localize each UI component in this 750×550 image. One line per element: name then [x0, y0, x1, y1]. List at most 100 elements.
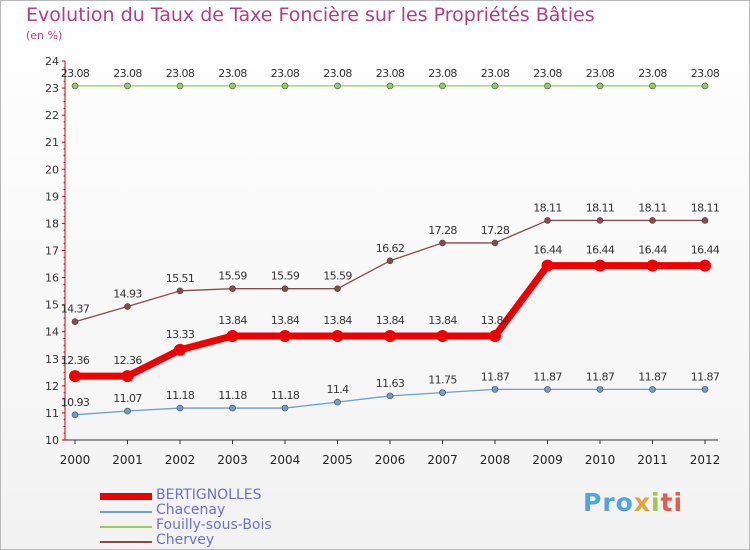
- data-point: [334, 82, 341, 90]
- data-label: 11.18: [166, 389, 195, 402]
- legend-label: Chacenay: [156, 502, 226, 518]
- data-point: [541, 259, 554, 272]
- x-tick-label: 2003: [217, 453, 248, 467]
- y-tick-label: 11: [45, 407, 59, 420]
- x-tick-label: 2012: [690, 453, 721, 467]
- y-tick-label: 12: [45, 380, 59, 393]
- legend-swatch: [100, 511, 152, 513]
- data-label: 11.87: [638, 370, 667, 383]
- data-point: [384, 330, 396, 343]
- data-point: [281, 404, 289, 412]
- y-tick-label: 19: [45, 190, 59, 203]
- data-label: 16.44: [691, 244, 720, 257]
- y-tick-label: 21: [45, 136, 59, 149]
- data-point: [596, 386, 604, 393]
- legend-swatch: [100, 541, 152, 543]
- y-tick-label: 20: [45, 163, 59, 176]
- y-tick-label: 22: [45, 109, 59, 122]
- data-label: 23.08: [113, 67, 142, 80]
- data-point: [491, 386, 499, 393]
- data-label: 13.84: [481, 314, 510, 327]
- data-label: 10.93: [61, 396, 90, 409]
- data-point: [594, 259, 606, 272]
- legend-swatch: [100, 493, 152, 500]
- data-point: [646, 259, 659, 272]
- data-label: 23.08: [586, 67, 615, 80]
- data-point: [489, 330, 501, 343]
- data-point: [386, 257, 394, 265]
- data-label: 23.08: [166, 67, 195, 80]
- data-point: [331, 330, 344, 343]
- x-tick-label: 2008: [480, 453, 511, 467]
- data-label: 23.08: [61, 67, 90, 80]
- data-point: [596, 82, 604, 90]
- data-label: 17.28: [481, 224, 510, 237]
- x-tick-label: 2005: [322, 453, 353, 467]
- data-label: 12.36: [61, 354, 90, 367]
- y-tick-label: 16: [45, 272, 59, 285]
- y-tick-label: 13: [45, 353, 59, 366]
- data-point: [279, 330, 291, 343]
- data-label: 23.08: [638, 67, 667, 80]
- y-tick-label: 15: [45, 299, 59, 312]
- data-point: [176, 82, 184, 90]
- data-label: 13.84: [428, 314, 457, 327]
- data-point: [229, 285, 236, 292]
- data-point: [544, 386, 551, 393]
- data-label: 15.51: [166, 272, 195, 285]
- data-label: 14.93: [113, 288, 142, 301]
- data-point: [649, 82, 656, 90]
- data-label: 13.84: [218, 314, 247, 327]
- legend-label: BERTIGNOLLES: [156, 487, 262, 503]
- data-point: [649, 217, 656, 224]
- data-point: [334, 285, 341, 292]
- data-point: [386, 82, 394, 90]
- data-label: 18.11: [586, 201, 615, 214]
- data-label: 16.44: [586, 244, 615, 257]
- data-point: [71, 318, 79, 325]
- data-point: [226, 330, 239, 343]
- y-tick-label: 17: [45, 245, 59, 258]
- data-label: 13.33: [166, 328, 195, 341]
- data-point: [386, 392, 394, 400]
- data-label: 13.84: [323, 314, 352, 327]
- x-tick-label: 2002: [165, 453, 196, 467]
- data-point: [121, 370, 134, 383]
- legend-label: Fouilly-sous-Bois: [156, 517, 272, 533]
- data-label: 12.36: [113, 354, 142, 367]
- data-point: [281, 285, 289, 292]
- data-label: 23.08: [428, 67, 457, 80]
- x-tick-label: 2004: [270, 453, 301, 467]
- data-label: 11.07: [113, 392, 142, 405]
- y-tick-label: 23: [45, 82, 59, 95]
- data-point: [124, 407, 131, 415]
- data-label: 16.44: [533, 244, 562, 257]
- data-point: [71, 82, 79, 90]
- data-point: [334, 398, 341, 406]
- data-label: 18.11: [638, 201, 667, 214]
- data-label: 18.11: [691, 201, 720, 214]
- data-point: [229, 82, 236, 90]
- data-point: [596, 217, 604, 224]
- data-label: 23.08: [323, 67, 352, 80]
- data-label: 11.87: [533, 370, 562, 383]
- data-point: [124, 82, 131, 90]
- y-tick-label: 24: [45, 55, 59, 68]
- proxiti-logo: Proxiti: [583, 488, 684, 517]
- data-label: 11.87: [481, 370, 510, 383]
- chart-unit: (en %): [26, 29, 63, 42]
- data-label: 23.08: [481, 67, 510, 80]
- data-label: 11.4: [326, 383, 349, 396]
- data-point: [491, 82, 499, 90]
- data-label: 23.08: [218, 67, 247, 80]
- data-label: 15.59: [323, 270, 352, 283]
- data-point: [69, 370, 81, 383]
- data-point: [439, 239, 446, 247]
- data-label: 23.08: [376, 67, 405, 80]
- data-label: 15.59: [218, 270, 247, 283]
- data-label: 23.08: [271, 67, 300, 80]
- data-point: [439, 389, 446, 396]
- legend-swatch: [100, 526, 152, 528]
- chart-title: Evolution du Taux de Taxe Foncière sur l…: [26, 4, 595, 26]
